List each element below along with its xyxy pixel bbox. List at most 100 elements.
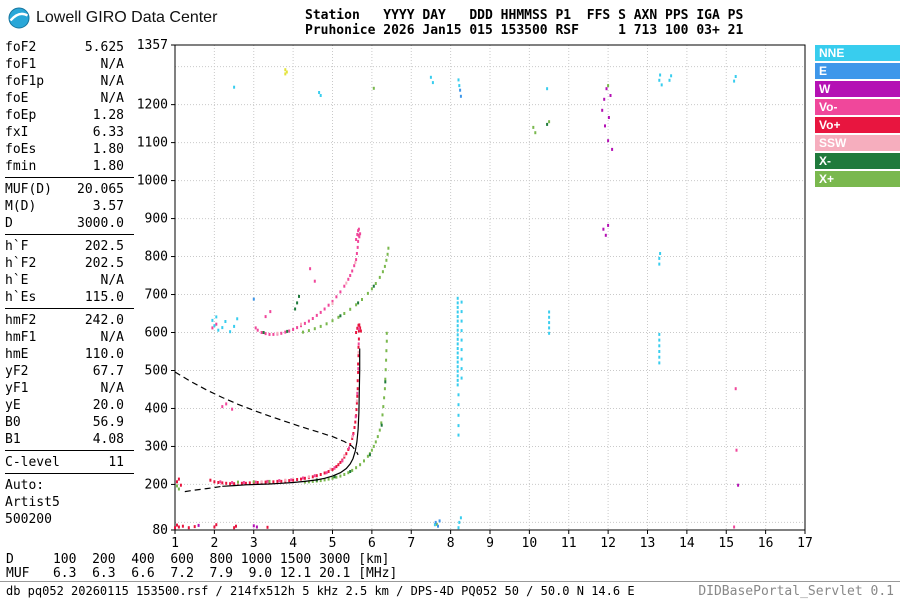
- plot-grid: [175, 45, 805, 530]
- param-label: foF1p: [5, 74, 45, 89]
- servlet-version-label: DIDBasePortal_Servlet 0.1: [698, 583, 894, 599]
- y-tick-label: 300: [145, 439, 168, 454]
- echo-series-e: [252, 88, 462, 528]
- param-label: hmE: [5, 347, 29, 362]
- param-value: 242.0: [84, 313, 124, 328]
- param-divider: [5, 450, 134, 451]
- echo-series-nne: [211, 73, 737, 530]
- param-row: D 3000.0: [5, 215, 124, 232]
- param-row: MUF(D) 20.065: [5, 181, 124, 198]
- legend-item-x-: X-: [815, 153, 900, 169]
- giro-logo: Lowell GIRO Data Center: [8, 7, 217, 29]
- param-row: fxI 6.33: [5, 124, 124, 141]
- legend-item-vo-: Vo-: [815, 99, 900, 115]
- param-label: foEp: [5, 108, 37, 123]
- param-row: h`E N/A: [5, 272, 124, 289]
- param-label: fxI: [5, 125, 29, 140]
- parameter-panel: foF2 5.625 foF1 N/A foF1p N/A foE N/A foEp 1.28 fx…: [5, 39, 134, 530]
- param-group: C-level 11: [5, 454, 134, 471]
- x-tick-label: 9: [486, 536, 494, 551]
- param-value: 20.065: [77, 182, 124, 197]
- param-label: 500200: [5, 512, 52, 527]
- echo-series-w: [197, 87, 740, 529]
- param-value: 1.28: [92, 108, 124, 123]
- param-row: Artist5: [5, 494, 124, 511]
- param-value: N/A: [100, 91, 124, 106]
- param-row: yF2 67.7: [5, 363, 124, 380]
- param-label: yF1: [5, 381, 29, 396]
- x-tick-label: 6: [368, 536, 376, 551]
- param-label: Artist5: [5, 495, 60, 510]
- legend-item-w: W: [815, 81, 900, 97]
- legend-item-x+: X+: [815, 171, 900, 187]
- param-value: 202.5: [84, 239, 124, 254]
- param-divider: [5, 308, 134, 309]
- param-row: Auto:: [5, 477, 124, 494]
- param-value: 3000.0: [77, 216, 124, 231]
- y-tick-label: 700: [145, 288, 168, 303]
- param-group: foF2 5.625 foF1 N/A foF1p N/A foE N/A foEp 1.28 fx…: [5, 39, 134, 175]
- x-tick-label: 15: [718, 536, 734, 551]
- param-row: M(D) 3.57: [5, 198, 124, 215]
- param-row: yF1 N/A: [5, 380, 124, 397]
- param-label: hmF2: [5, 313, 37, 328]
- param-group: hmF2 242.0 hmF1 N/A hmE 110.0 yF2 67.7 yF1 N/A yE 2…: [5, 312, 134, 448]
- x-tick-label: 13: [640, 536, 656, 551]
- param-row: foEp 1.28: [5, 107, 124, 124]
- param-label: yE: [5, 398, 21, 413]
- x-tick-label: 2: [210, 536, 218, 551]
- param-row: foF1 N/A: [5, 56, 124, 73]
- param-row: foE N/A: [5, 90, 124, 107]
- x-tick-label: 10: [522, 536, 538, 551]
- param-value: 110.0: [84, 347, 124, 362]
- param-label: B0: [5, 415, 21, 430]
- param-row: h`F2 202.5: [5, 255, 124, 272]
- legend-item-nne: NNE: [815, 45, 900, 61]
- param-row: yE 20.0: [5, 397, 124, 414]
- y-tick-label: 1100: [137, 136, 168, 151]
- param-row: fmin 1.80: [5, 158, 124, 175]
- param-label: h`F: [5, 239, 29, 254]
- y-tick-label: 900: [145, 212, 168, 227]
- param-label: MUF(D): [5, 182, 52, 197]
- station-header: Station YYYY DAY DDD HHMMSS P1 FFS S AXN…: [305, 8, 744, 38]
- param-value: N/A: [100, 74, 124, 89]
- param-value: N/A: [100, 330, 124, 345]
- param-divider: [5, 234, 134, 235]
- param-value: 3.57: [92, 199, 124, 214]
- x-tick-label: 5: [329, 536, 337, 551]
- param-value: 67.7: [92, 364, 124, 379]
- param-group: MUF(D) 20.065 M(D) 3.57 D 3000.0: [5, 181, 134, 232]
- param-label: foF2: [5, 40, 37, 55]
- param-label: foE: [5, 91, 29, 106]
- param-label: h`E: [5, 273, 29, 288]
- param-value: 11: [108, 455, 124, 470]
- direction-legend: NNE E W Vo- Vo+ SSW X- X+: [815, 45, 900, 189]
- auto-trace-extrapolated-line: [184, 485, 223, 493]
- param-label: fmin: [5, 159, 37, 174]
- param-label: Auto:: [5, 478, 45, 493]
- param-row: B1 4.08: [5, 431, 124, 448]
- param-label: B1: [5, 432, 21, 447]
- x-tick-label: 4: [289, 536, 297, 551]
- param-row: foEs 1.80: [5, 141, 124, 158]
- param-value: N/A: [100, 273, 124, 288]
- y-tick-label: 80: [152, 523, 168, 538]
- echo-series-vo+: [174, 323, 362, 530]
- giro-logo-icon: [8, 7, 30, 29]
- param-row: foF2 5.625: [5, 39, 124, 56]
- param-row: hmF1 N/A: [5, 329, 124, 346]
- param-row: foF1p N/A: [5, 73, 124, 90]
- param-label: h`Es: [5, 290, 37, 305]
- x-tick-label: 3: [250, 536, 258, 551]
- param-divider: [5, 177, 134, 178]
- param-row: h`Es 115.0: [5, 289, 124, 306]
- status-bar: db pq052 20260115 153500.rsf / 214fx512h…: [0, 581, 900, 600]
- param-label: hmF1: [5, 330, 37, 345]
- param-row: B0 56.9: [5, 414, 124, 431]
- distance-row: D 100 200 400 600 800 1000 1500 3000 [km…: [6, 552, 390, 567]
- param-label: foEs: [5, 142, 37, 157]
- param-label: M(D): [5, 199, 37, 214]
